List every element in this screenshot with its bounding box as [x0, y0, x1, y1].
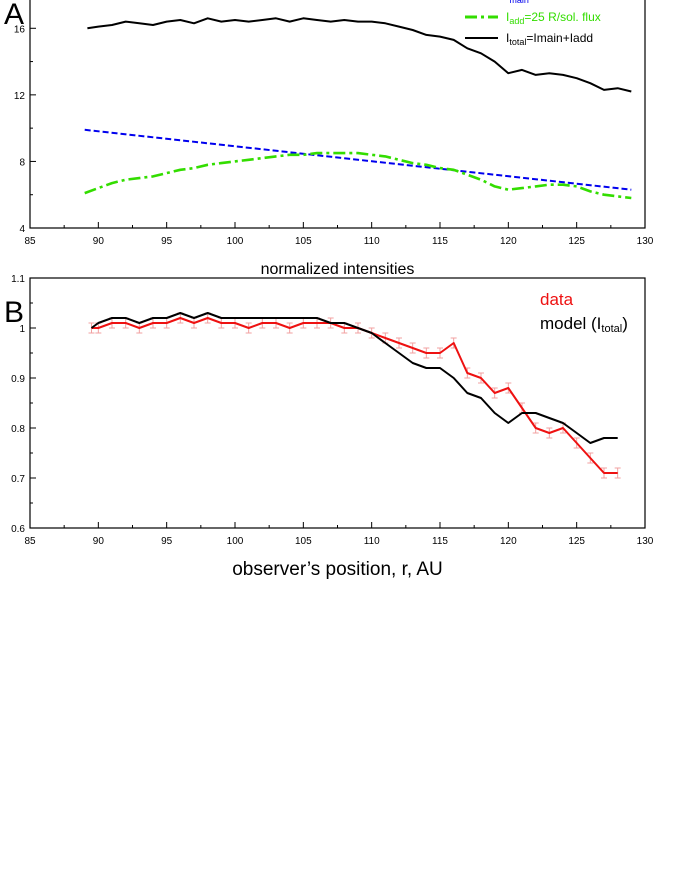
y-tick-label: 12	[14, 91, 26, 102]
x-tick-label: 85	[24, 536, 36, 547]
legend-rest: )	[622, 314, 628, 333]
series-line-i-main	[84, 128, 632, 191]
x-axis-label: normalized intensities	[261, 261, 415, 278]
legend-entry: data	[540, 290, 574, 309]
x-tick-label: 105	[295, 536, 312, 547]
legend-entry: Itotal=Imain+Iadd	[506, 31, 593, 47]
y-tick-label: 0.9	[11, 374, 25, 385]
legend-subscript: total	[509, 37, 526, 47]
x-tick-label: 125	[568, 536, 585, 547]
x-tick-label: 90	[93, 236, 105, 247]
x-tick-label: 85	[24, 236, 36, 247]
x-tick-label: 125	[568, 236, 585, 247]
series-line-model-i-total-	[90, 312, 618, 444]
x-tick-label: 130	[637, 236, 654, 247]
legend-subscript: total	[601, 323, 622, 335]
x-tick-label: 95	[161, 236, 173, 247]
x-tick-label: 120	[500, 536, 517, 547]
x-tick-label: 120	[500, 236, 517, 247]
legend-entry: model (Itotal)	[540, 314, 628, 335]
series-line-i-total	[87, 17, 632, 93]
legend-entry: Imain	[506, 0, 529, 5]
x-tick-label: 110	[364, 236, 380, 247]
panel-b: 85 90 95 100 105 110 115 120 125 130 0.6 0.7 0.8 0.9 1…	[4, 274, 654, 580]
x-tick-label: 100	[227, 236, 244, 247]
y-tick-label: 0.7	[11, 474, 25, 485]
x-tick-label: 115	[432, 536, 448, 547]
y-tick-label: 0.8	[11, 424, 25, 435]
x-tick-label: 95	[161, 536, 173, 547]
y-tick-label: 8	[19, 157, 25, 168]
x-axis-label: observer’s position, r, AU	[232, 559, 443, 580]
series-line-data	[91, 317, 618, 474]
x-tick-label: 90	[93, 536, 105, 547]
legend-rest: =25 R/sol. flux	[524, 10, 600, 24]
legend-subscript: main	[509, 0, 529, 5]
x-tick-label: 110	[364, 536, 380, 547]
series-group	[88, 312, 621, 479]
panel-label: A	[4, 0, 24, 31]
legend-entry: Iadd=25 R/sol. flux	[506, 10, 601, 26]
x-tick-label: 100	[227, 536, 244, 547]
legend-subscript: add	[509, 16, 524, 26]
series-group	[84, 17, 632, 200]
y-tick-label: 4	[19, 224, 25, 235]
x-tick-label: 130	[637, 536, 654, 547]
series-line-i-add	[84, 151, 632, 200]
panel-label: B	[4, 296, 24, 329]
y-tick-label: 1.1	[11, 274, 25, 285]
y-tick-label: 0.6	[11, 524, 25, 535]
x-tick-label: 105	[295, 236, 312, 247]
legend-rest: =Imain+Iadd	[526, 31, 593, 45]
y-tick-label: 1	[19, 324, 25, 335]
x-tick-label: 115	[432, 236, 448, 247]
panel-a: 85 90 95 100 105 110 115 120 125 130 4 8 12 16Anormal…	[4, 0, 654, 278]
y-tick-label: 16	[14, 24, 26, 35]
